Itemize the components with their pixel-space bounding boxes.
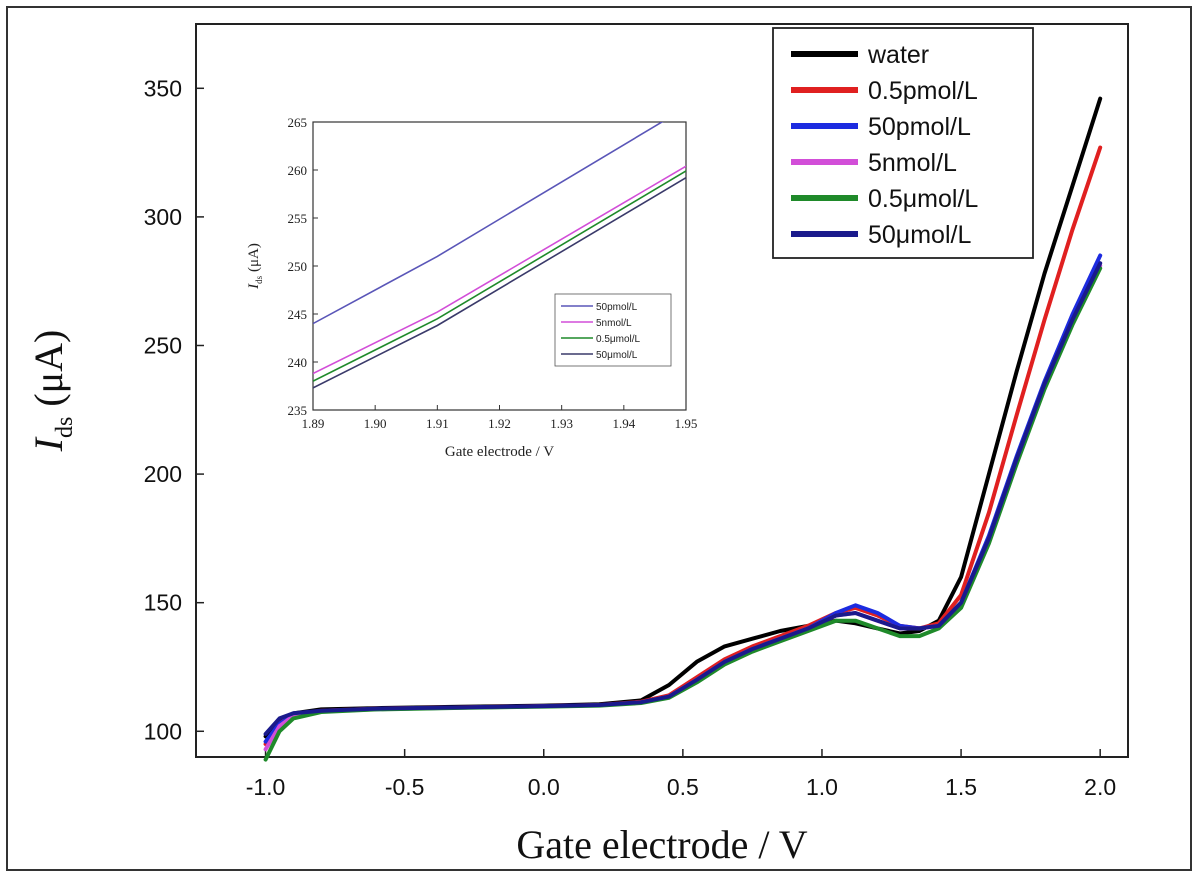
- main-plot: -1.0 -0.5 0.0 0.5 1.0 1.5 2.0 100 150 200 250 300 3…: [26, 23, 1129, 867]
- main-y-ticks: 100 150 200 250 300 350: [144, 75, 204, 744]
- main-series: [263, 96, 1103, 762]
- main-x-axis-title: Gate electrode / V: [516, 822, 807, 867]
- main-legend-box: [772, 27, 1034, 259]
- inset-series-line-50-mol-l: [313, 177, 686, 389]
- inset-series-line-5nmol-l: [313, 165, 686, 375]
- inset-x-tick-label: 1.95: [675, 416, 698, 431]
- main-y-tick-label: 250: [144, 332, 182, 358]
- inset-x-tick-label: 1.91: [426, 416, 449, 431]
- inset-x-axis-title: Gate electrode / V: [445, 444, 554, 460]
- legend-label-0-5-mol-l: 0.5μmol/L: [868, 185, 978, 213]
- inset-legend: 50pmol/L 5nmol/L 0.5μmol/L 50μmol/L: [554, 293, 672, 367]
- main-x-tick-label: 1.0: [806, 774, 838, 800]
- inset-legend-label-50-mol-l: 50μmol/L: [596, 350, 638, 361]
- inset-legend-label-5nmol-l: 5nmol/L: [596, 318, 632, 329]
- main-y-axis-title-sub: ds: [52, 417, 78, 438]
- inset-axes-box: [312, 121, 687, 411]
- legend-label-water: water: [867, 41, 929, 69]
- inset-y-tick-label: 250: [288, 259, 308, 274]
- inset-x-tick-label: 1.92: [488, 416, 511, 431]
- inset-y-axis-title-unit: (μA): [246, 243, 262, 276]
- inset-x-tick-label: 1.94: [612, 416, 635, 431]
- main-y-tick-label: 350: [144, 75, 182, 101]
- inset-legend-label-0-5-mol-l: 0.5μmol/L: [596, 334, 641, 345]
- inset-y-axis-title-sub: ds: [254, 275, 264, 284]
- main-y-tick-label: 150: [144, 590, 182, 616]
- legend-label-5nmol-l: 5nmol/L: [868, 149, 957, 177]
- main-legend: water 0.5pmol/L 50pmol/L 5nmol/L 0.5μmol/L 50…: [772, 27, 1034, 259]
- main-x-tick-label: 0.0: [528, 774, 560, 800]
- inset-y-ticks: 235 240 245 250 255 260 265: [288, 115, 318, 418]
- inset-plot: 1.89 1.90 1.91 1.92 1.93 1.94 1.95 235 240 245 25…: [246, 115, 698, 460]
- main-x-tick-label: 2.0: [1084, 774, 1116, 800]
- inset-y-tick-label: 265: [288, 115, 308, 130]
- main-y-tick-label: 300: [144, 204, 182, 230]
- main-x-tick-label: 1.5: [945, 774, 977, 800]
- main-y-axis-title-unit: (μA): [26, 330, 71, 417]
- main-x-tick-label: -1.0: [246, 774, 286, 800]
- main-y-tick-label: 100: [144, 718, 182, 744]
- main-y-axis-title: Ids (μA): [26, 330, 78, 453]
- inset-x-ticks: 1.89 1.90 1.91 1.92 1.93 1.94 1.95: [302, 405, 698, 431]
- main-x-tick-label: -0.5: [385, 774, 425, 800]
- main-x-tick-label: 0.5: [667, 774, 699, 800]
- inset-y-tick-label: 255: [288, 211, 308, 226]
- inset-y-tick-label: 235: [288, 403, 308, 418]
- inset-series: [313, 122, 686, 389]
- main-axes-box: [195, 23, 1129, 758]
- inset-y-tick-label: 245: [288, 307, 308, 322]
- inset-y-axis-title-main: I: [246, 283, 262, 290]
- inset-x-tick-label: 1.89: [302, 416, 325, 431]
- main-y-tick-label: 200: [144, 461, 182, 487]
- inset-x-tick-label: 1.90: [364, 416, 387, 431]
- legend-label-50-mol-l: 50μmol/L: [868, 221, 971, 249]
- series-line-50-mol-l: [263, 261, 1103, 736]
- figure-frame: [6, 6, 1192, 871]
- inset-legend-label-50pmol-l: 50pmol/L: [596, 302, 638, 313]
- main-y-axis-title-main: I: [26, 436, 71, 452]
- inset-series-line-50pmol-l: [313, 122, 664, 325]
- inset-y-tick-label: 260: [288, 163, 308, 178]
- inset-x-tick-label: 1.93: [550, 416, 573, 431]
- legend-label-0-5pmol-l: 0.5pmol/L: [868, 77, 978, 105]
- inset-y-axis-title: Ids (μA): [246, 243, 264, 290]
- inset-y-tick-label: 240: [288, 355, 308, 370]
- main-x-ticks: -1.0 -0.5 0.0 0.5 1.0 1.5 2.0: [246, 749, 1116, 800]
- legend-label-50pmol-l: 50pmol/L: [868, 113, 971, 141]
- inset-series-line-0-5-mol-l: [313, 170, 686, 382]
